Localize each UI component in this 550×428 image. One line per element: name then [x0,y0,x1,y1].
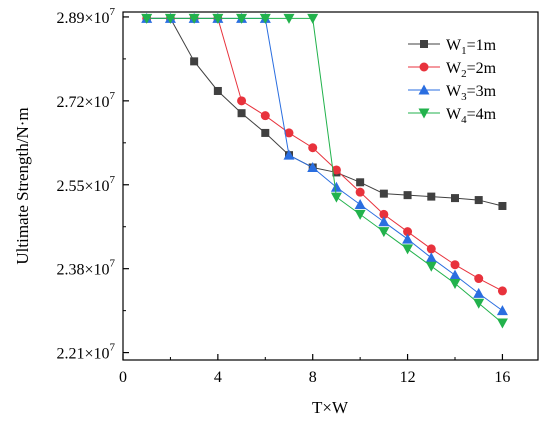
data-point [379,189,388,198]
data-point [284,128,294,138]
data-point [259,13,271,24]
x-tick-label: 4 [214,369,222,386]
data-point [426,244,436,254]
x-axis-title: T×W [312,398,349,417]
data-point [354,199,366,210]
data-point [260,111,270,121]
data-point [498,201,507,210]
data-point [403,191,412,200]
data-point [330,192,342,203]
data-point [356,178,365,187]
data-point [425,252,437,263]
legend-label: W1=1m [446,37,497,57]
data-point [378,216,390,227]
x-tick-label: 8 [309,369,317,386]
data-point [141,13,153,24]
series-line [146,17,503,324]
y-tick-label: 2.38×107 [56,258,115,279]
data-point [378,227,390,238]
y-axis-title: Ultimate Strength/N·m [13,107,32,264]
legend-label: W4=4m [446,106,497,126]
data-point [425,261,437,272]
data-point [473,287,485,298]
data-point [379,209,389,219]
data-point [308,143,318,153]
legend-label: W3=3m [446,83,497,103]
data-point [307,13,319,24]
legend-item: W4=4m [408,106,497,126]
legend-item: W2=2m [408,60,497,80]
legend-marker [418,84,430,95]
legend: W1=1m W2=2m W3=3m W4=4m [408,37,497,126]
series-line [146,17,503,207]
legend-marker [420,40,428,48]
data-point [261,128,270,137]
legend-marker [418,108,430,119]
data-point [449,269,461,280]
legend-label: W2=2m [446,60,497,80]
y-axis-ticks: 2.21×107 2.38×107 2.55×107 2.72×107 2.89×107 [56,6,129,363]
data-point [237,96,247,106]
data-point [403,227,413,237]
data-point [402,244,414,255]
data-point [213,86,222,95]
y-tick-label: 2.89×107 [56,6,115,27]
data-point [236,13,248,24]
series-2 [142,13,507,296]
data-point [474,274,484,284]
data-point [188,13,200,24]
data-point [473,298,485,309]
series-4 [141,13,508,329]
x-tick-label: 12 [400,369,416,386]
legend-item: W1=1m [408,37,497,57]
legend-marker [419,62,429,72]
x-tick-label: 16 [494,369,510,386]
data-point [451,194,459,203]
data-point [497,286,507,296]
data-point [190,57,199,66]
data-point [307,161,319,172]
y-tick-label: 2.21×107 [56,342,115,363]
data-point [354,209,366,220]
legend-item: W3=3m [408,83,497,103]
data-point [237,109,246,118]
data-point [212,13,224,24]
x-tick-label: 0 [119,369,127,386]
y-tick-label: 2.72×107 [56,90,115,111]
data-point [331,165,341,175]
data-point [427,192,436,201]
y-tick-label: 2.55×107 [56,174,115,195]
data-point [330,181,342,192]
data-point [283,13,295,24]
data-point [402,233,414,244]
data-point [449,278,461,289]
x-axis-ticks: 0 4 8 12 16 [119,354,510,386]
data-point [355,187,365,197]
data-point [164,13,176,24]
data-point [474,196,483,205]
data-point [496,318,508,329]
plot-frame [122,11,539,361]
data-point [450,260,460,270]
series-layer [141,12,508,329]
data-point [283,149,295,160]
data-point [496,305,508,316]
